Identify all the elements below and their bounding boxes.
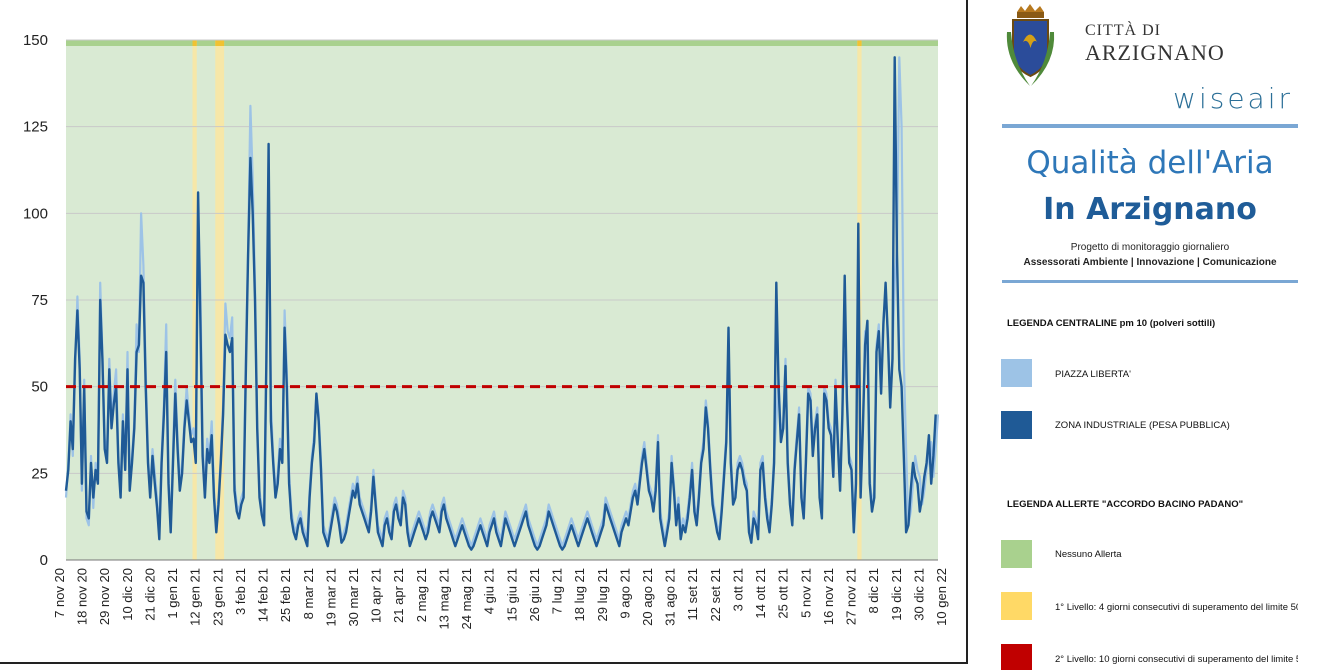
title-line-1: Qualità dell'Aria [1026,145,1274,181]
chart-panel: 0 25 50 75 100 125 150 7 nov 20 18 nov 20 29 nov … [0,0,968,664]
swatch-level-2 [1001,644,1032,670]
x-tick-label: 29 nov 20 [97,568,112,625]
city-name: CITTÀ DI ARZIGNANO [1085,22,1225,66]
x-tick-label: 19 dic 21 [889,568,904,621]
level1-alert-strip-1 [215,40,225,46]
x-tick-label: 24 mag 21 [459,568,474,629]
x-tick-label: 10 apr 21 [369,568,384,623]
x-tick-label: 29 lug 21 [595,568,610,622]
subtitle-departments: Assessorati Ambiente | Innovazione | Com… [1023,257,1277,268]
x-tick-label: 11 set 21 [685,568,700,621]
city-prefix: CITTÀ DI [1085,22,1161,39]
x-tick-label: 25 feb 21 [278,568,293,622]
city-crest-logo [1006,4,1055,86]
alerts-legend-heading: LEGENDA ALLERTE "ACCORDO BACINO PADANO" [1007,499,1244,510]
no-alert-strip [66,40,938,46]
x-tick-label: 3 ott 21 [730,568,745,611]
x-tick-label: 3 feb 21 [233,568,248,615]
legend-station-1: PIAZZA LIBERTA' [1055,369,1131,380]
swatch-level-1 [1001,592,1032,620]
x-tick-label: 9 ago 21 [617,568,632,619]
city-title: ARZIGNANO [1085,40,1225,65]
y-tick-label: 25 [31,465,48,482]
x-tick-label: 13 mag 21 [436,568,451,629]
y-tick-label: 0 [40,552,48,569]
level1-alert-strip-0 [192,40,197,46]
y-tick-label: 125 [23,119,48,136]
x-tick-label: 18 nov 20 [75,568,90,625]
x-tick-label: 12 gen 21 [188,568,203,626]
x-tick-label: 16 nov 21 [821,568,836,625]
x-tick-label: 26 giu 21 [527,568,542,622]
stations-legend-heading: LEGENDA CENTRALINE pm 10 (polveri sottil… [1007,318,1216,329]
x-tick-label: 8 mar 21 [301,568,316,619]
x-tick-label: 31 ago 21 [663,568,678,626]
legend-alert-2: 2° Livello: 10 giorni consecutivi di sup… [1055,654,1298,665]
swatch-piazza-liberta [1001,359,1032,387]
series-line-zona-industriale [64,56,937,551]
x-tick-label: 8 dic 21 [866,568,881,614]
title-line-2: In Arzignano [1043,192,1257,227]
divider-middle [1002,280,1298,283]
x-tick-label: 5 nov 21 [798,568,813,618]
swatch-zona-industriale [1001,411,1032,439]
x-tick-label: 15 giu 21 [504,568,519,622]
x-tick-label: 14 feb 21 [256,568,271,622]
subtitle-project: Progetto di monitoraggio giornaliero [1070,242,1230,253]
x-tick-label: 25 ott 21 [776,568,791,619]
x-tick-label: 7 nov 20 [52,568,67,618]
x-tick-label: 10 dic 20 [120,568,135,621]
legend-alert-0: Nessuno Allerta [1055,549,1122,560]
x-tick-label: 22 set 21 [708,568,723,622]
swatch-no-alert [1001,540,1032,568]
pm10-line-chart: 0 25 50 75 100 125 150 7 nov 20 18 nov 20 29 nov … [23,32,949,629]
x-tick-label: 21 dic 20 [142,568,157,621]
y-tick-label: 50 [31,379,48,396]
x-tick-label: 19 mar 21 [323,568,338,627]
x-tick-label: 1 gen 21 [165,568,180,619]
y-tick-label: 150 [23,32,48,49]
legend-alert-1: 1° Livello: 4 giorni consecutivi di supe… [1055,602,1298,613]
x-tick-label: 20 ago 21 [640,568,655,626]
y-tick-label: 75 [31,292,48,309]
x-tick-label: 21 apr 21 [391,568,406,623]
x-tick-label: 7 lug 21 [550,568,565,614]
x-tick-label: 4 giu 21 [482,568,497,614]
legend-panel: CITTÀ DI ARZIGNANO wiseair Qualità dell'… [975,0,1326,670]
legend-station-2: ZONA INDUSTRIALE (PESA PUBBLICA) [1055,420,1230,431]
level1-alert-strip-2 [857,40,862,46]
x-tick-label: 14 ott 21 [753,568,768,619]
y-tick-label: 100 [23,205,48,222]
divider-top [1002,124,1298,128]
x-tick-label: 27 nov 21 [844,568,859,625]
brand-logo: wiseair [1173,82,1293,115]
x-tick-label: 18 lug 21 [572,568,587,622]
x-tick-label: 30 dic 21 [911,568,926,621]
x-tick-label: 23 gen 21 [210,568,225,626]
x-tick-label: 30 mar 21 [346,568,361,627]
x-tick-label: 2 mag 21 [414,568,429,622]
x-tick-label: 10 gen 22 [934,568,949,626]
